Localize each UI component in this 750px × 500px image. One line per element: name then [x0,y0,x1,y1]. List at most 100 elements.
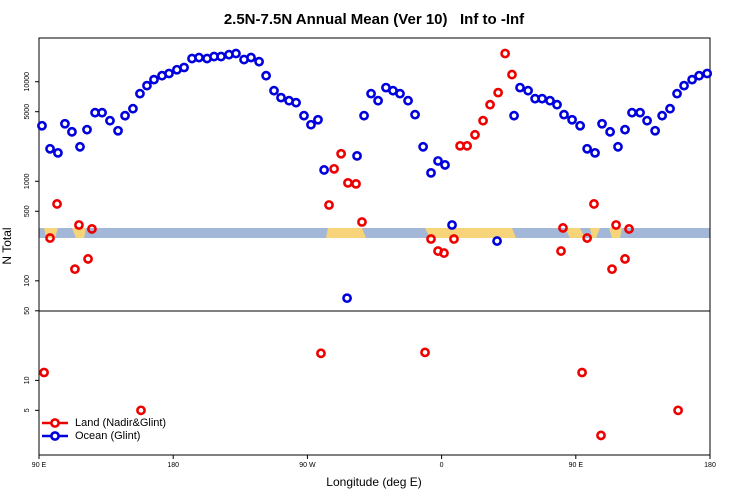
point [492,236,502,246]
point [449,234,459,244]
point [537,93,548,104]
point [97,107,107,118]
point [324,200,334,210]
point [433,156,443,166]
point [515,82,525,93]
point [373,95,383,106]
point [694,70,705,81]
point [577,367,587,378]
point [351,178,361,189]
point [485,99,495,110]
point [470,129,480,140]
point [559,109,569,120]
point [299,110,309,121]
point [624,224,634,234]
point [395,88,405,99]
point [216,51,226,62]
point [254,56,264,67]
point [567,114,577,125]
point [605,126,615,137]
point [613,141,623,152]
point [276,92,286,103]
legend-marker [50,418,60,428]
point [582,143,593,154]
point [439,248,449,258]
chart-title: 2.5N-7.5N Annual Mean (Ver 10) Inf to -I… [224,11,525,28]
point [657,110,668,121]
ocean-band [39,228,710,238]
x-tick-label: 90 E [569,462,584,469]
point [83,254,93,264]
y-tick-label: 5000 [24,104,31,120]
point [597,118,607,129]
point [105,115,115,126]
point [194,52,204,63]
y-tick-label: 500 [24,205,31,217]
plot-frame [38,37,711,456]
point [620,124,630,135]
point [352,150,362,161]
point [269,85,279,96]
point [67,126,77,137]
point [627,107,637,118]
point [462,140,472,151]
point [74,220,84,230]
point [493,87,504,98]
point [523,85,533,96]
legend-label: Ocean (Glint) [75,430,140,442]
point [642,115,652,126]
point [607,264,617,275]
point [403,95,413,106]
point [113,125,123,136]
point [478,115,488,126]
point [39,367,49,378]
point [306,119,316,130]
point [336,148,346,159]
land-shape [326,228,366,238]
point [142,80,152,91]
y-tick-label: 5 [24,408,31,412]
point [343,177,353,188]
point [500,48,511,59]
point [440,160,450,170]
point [582,233,593,243]
point [589,199,599,209]
x-tick-label: 0 [440,462,444,469]
x-axis-label: Longitude (deg E) [326,475,421,489]
point [246,52,256,63]
point [673,405,683,416]
y-axis-label: N Total [0,227,14,264]
point [558,223,568,233]
point [596,430,606,441]
point [179,62,189,73]
point [672,88,682,99]
land-shape [44,228,86,238]
point [426,167,436,178]
land-shape [425,228,516,238]
point [507,69,517,80]
x-tick-label: 90 E [32,462,47,469]
point [357,217,367,227]
point [316,348,326,359]
point [418,141,429,152]
point [261,70,271,81]
point [702,68,713,79]
point [45,233,55,243]
point [87,224,97,234]
point [75,141,85,152]
point [611,220,621,230]
legend-label: Land (Nadir&Glint) [75,417,166,429]
y-tick-label: 10 [24,376,31,384]
point [82,124,92,135]
point [128,103,138,114]
point [509,110,519,121]
point [53,147,63,158]
point [420,347,430,358]
y-tick-label: 1000 [24,173,31,189]
land-shape [565,228,622,238]
point [120,110,130,121]
point [37,120,47,131]
point [650,125,661,136]
point [590,147,600,158]
